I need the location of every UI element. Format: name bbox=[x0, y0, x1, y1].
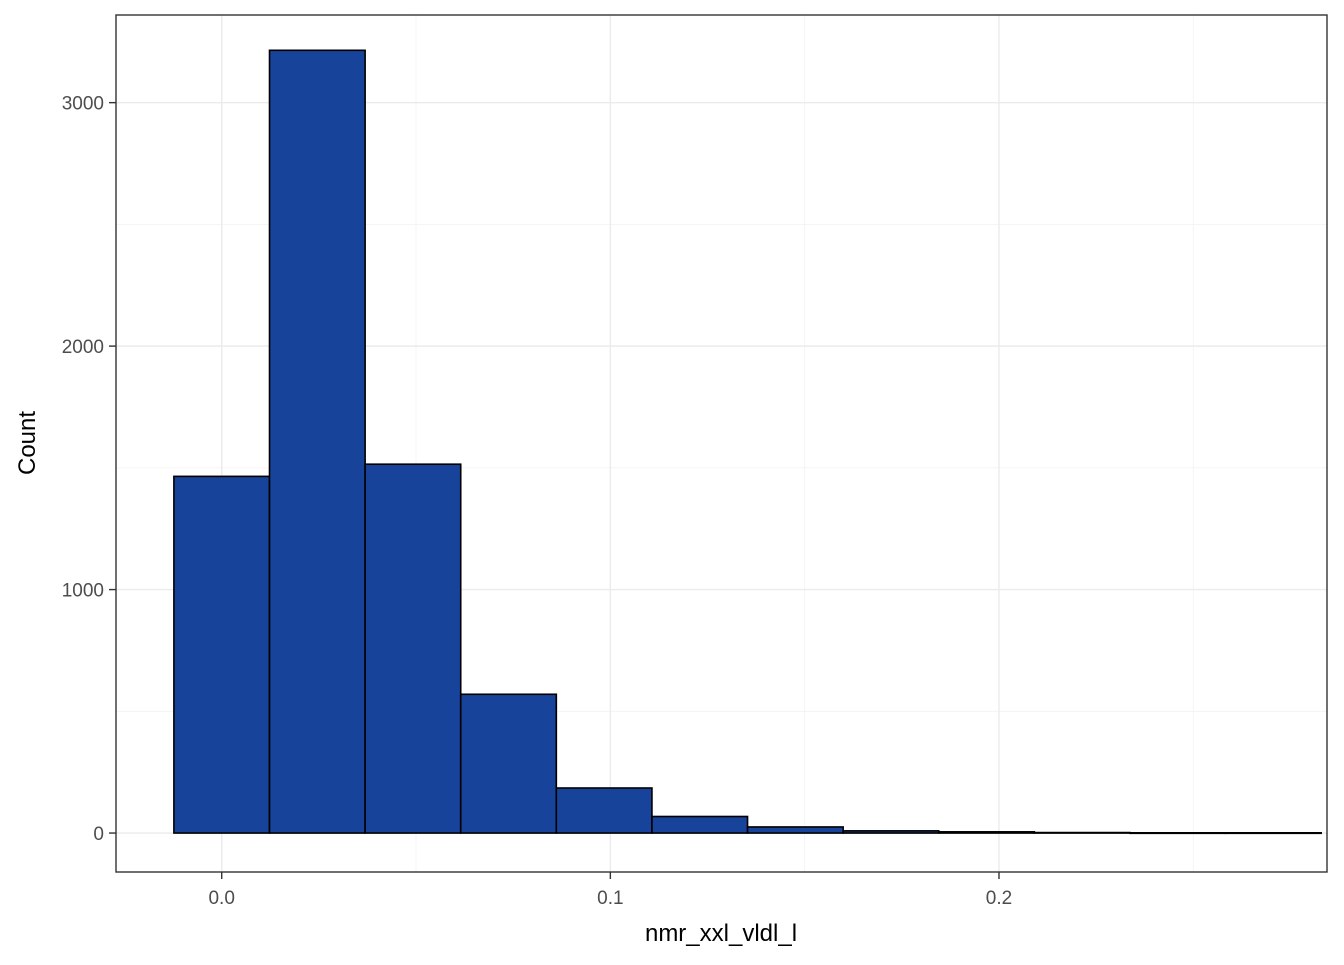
x-tick-label: 0.1 bbox=[597, 888, 623, 909]
histogram-bar-11 bbox=[1129, 832, 1227, 835]
x-axis-ticks: 0.0 0.1 0.2 bbox=[208, 872, 1012, 909]
histogram-bar-3 bbox=[364, 463, 462, 834]
histogram-bar-6 bbox=[651, 815, 749, 834]
y-tick-label: 3000 bbox=[62, 94, 104, 115]
panel-border bbox=[115, 14, 1328, 873]
histogram-bar-2 bbox=[268, 49, 366, 834]
y-tick-label: 1000 bbox=[62, 581, 104, 602]
y-axis-ticks: 0 1000 2000 3000 bbox=[62, 94, 116, 845]
y-axis-title: Count bbox=[14, 411, 41, 475]
histogram-bar-5 bbox=[555, 787, 653, 834]
histogram-bar-12 bbox=[1224, 832, 1322, 835]
histogram-bar-4 bbox=[459, 693, 558, 834]
x-tick-label: 0.0 bbox=[208, 888, 234, 909]
x-axis-title: nmr_xxl_vldl_l bbox=[645, 920, 797, 947]
y-tick-label: 0 bbox=[93, 824, 104, 845]
histogram-bar-9 bbox=[937, 831, 1036, 834]
histogram-bar-10 bbox=[1033, 831, 1131, 834]
histogram-bar-7 bbox=[746, 826, 844, 834]
x-tick-label: 0.2 bbox=[986, 888, 1012, 909]
histogram-bar-8 bbox=[842, 830, 940, 834]
y-tick-label: 2000 bbox=[62, 337, 104, 358]
histogram-bars bbox=[173, 49, 1322, 835]
histogram-bar-1 bbox=[173, 475, 271, 834]
